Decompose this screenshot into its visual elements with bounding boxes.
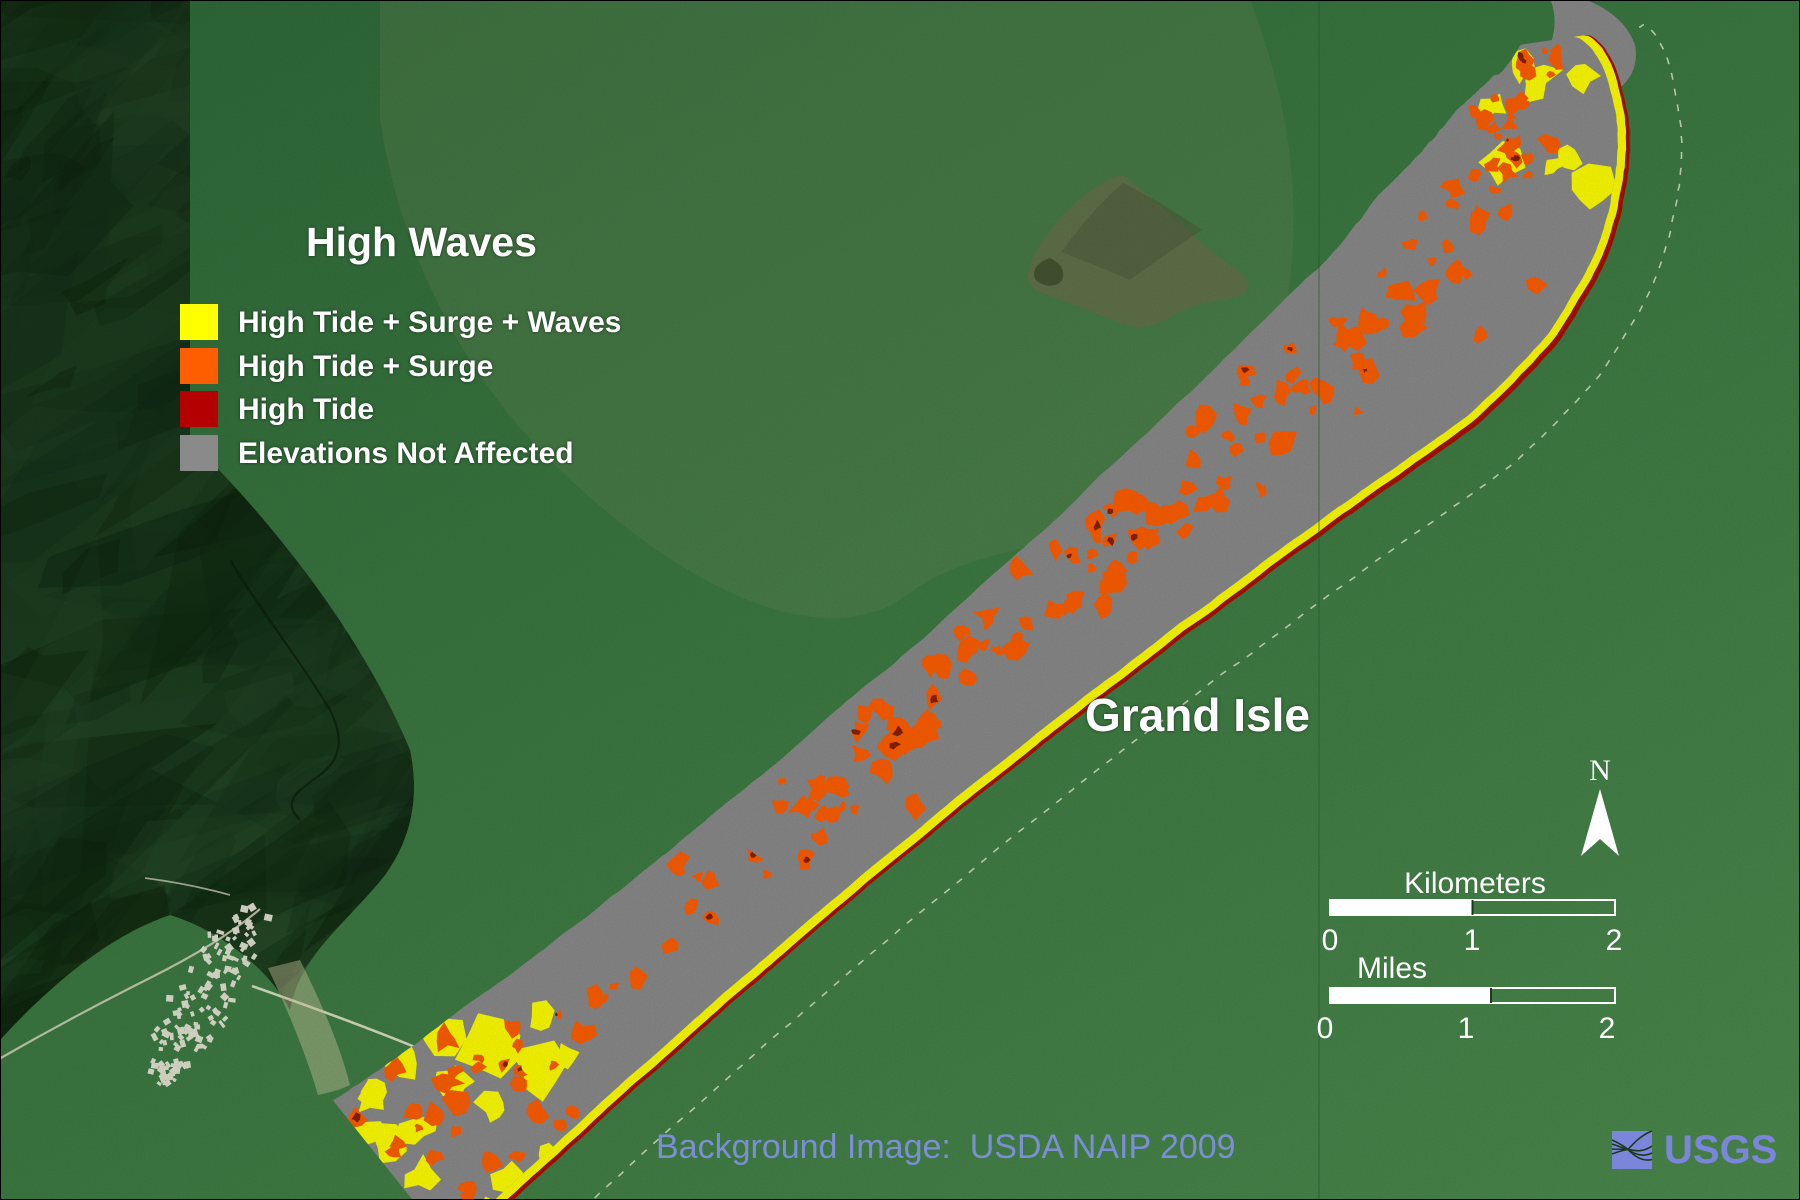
svg-text:2: 2 [1599, 1012, 1616, 1045]
svg-text:USGS: USGS [1664, 1128, 1777, 1172]
svg-text:0: 0 [1317, 1012, 1334, 1045]
svg-text:2: 2 [1606, 924, 1623, 957]
svg-text:0: 0 [1322, 924, 1339, 957]
svg-text:N: N [1589, 754, 1611, 787]
svg-text:1: 1 [1464, 924, 1481, 957]
svg-text:Miles: Miles [1357, 952, 1427, 985]
svg-text:Kilometers: Kilometers [1404, 867, 1546, 900]
svg-text:1: 1 [1458, 1012, 1475, 1045]
